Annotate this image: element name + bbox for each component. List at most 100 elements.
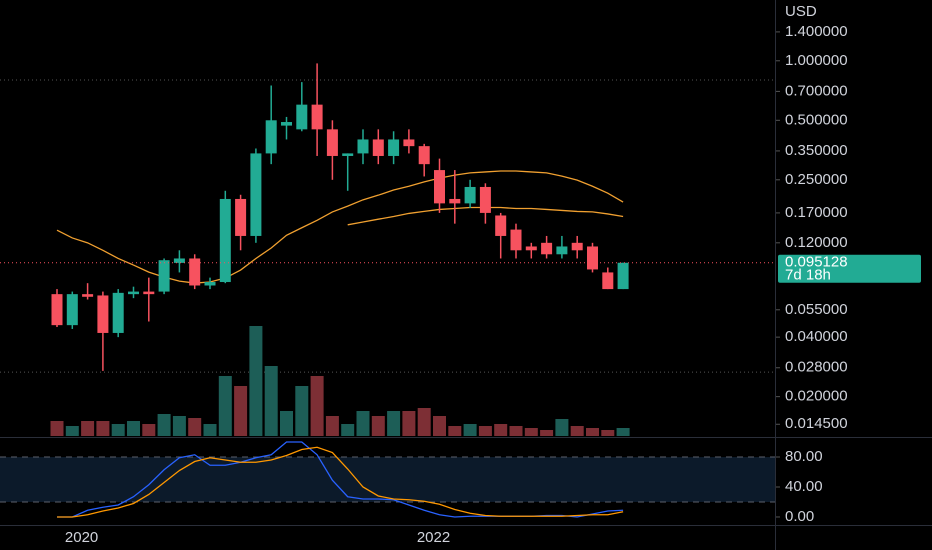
volume-bar (387, 411, 401, 436)
candle-body (479, 186, 491, 213)
candle-body (403, 139, 415, 147)
y-tick-label: 0.250000 (785, 171, 848, 188)
volume-bar (295, 386, 309, 436)
candle-body (281, 122, 292, 126)
volume-bar (127, 421, 140, 436)
candle-body (541, 242, 553, 255)
candle-body (342, 153, 354, 156)
last-price-label: 0.095128 (785, 254, 848, 271)
candle-body (326, 129, 338, 156)
volume-bar (81, 421, 95, 436)
volume-bar (540, 430, 554, 436)
y-tick-label: 0.055000 (785, 301, 848, 318)
moving-average (56, 170, 624, 284)
volume-bar (509, 426, 523, 436)
candle-body (602, 272, 614, 290)
volume-bar (478, 426, 492, 436)
y-tick-label: 0.170000 (785, 204, 848, 221)
volume-bar (111, 424, 125, 436)
candle-body (189, 258, 201, 286)
candle-body (66, 294, 78, 326)
volume-bar (356, 411, 370, 436)
y-tick-label: 1.000000 (785, 52, 848, 69)
y-tick-label: 0.120000 (785, 234, 848, 251)
volume-bar (524, 428, 538, 436)
y-tick-label: 0.500000 (785, 111, 848, 128)
candle-body (464, 186, 476, 204)
x-tick-label: 2022 (417, 529, 450, 546)
candle-body (510, 229, 522, 251)
candle-body (418, 146, 430, 165)
volume-bar (616, 428, 630, 436)
candle-body (434, 170, 445, 204)
volume-bar (601, 430, 615, 436)
candle-body (311, 104, 323, 130)
volume-bar (494, 424, 508, 436)
y-tick-label: 0.350000 (785, 142, 848, 159)
candle-body (525, 246, 537, 251)
candle-body (296, 104, 308, 130)
volume-bar (264, 366, 278, 436)
volume-bar (203, 424, 217, 436)
stochastic-line (57, 446, 624, 518)
candle-body (219, 198, 231, 283)
band-fill (0, 457, 775, 502)
candle-body (51, 294, 63, 326)
volume-bar (172, 416, 186, 436)
y-tick-label: 80.00 (785, 448, 823, 465)
y-tick-label: 0.00 (785, 508, 814, 525)
x-tick-label: 2020 (65, 529, 98, 546)
candle-body (556, 246, 568, 255)
candle-body (388, 139, 400, 156)
volume-bar (65, 426, 79, 436)
candle-body (617, 262, 629, 290)
last-price-box (778, 254, 921, 283)
candle-body (357, 139, 369, 154)
y-tick-label: 0.028000 (785, 359, 848, 376)
volume-bar (157, 414, 171, 436)
candle-body (265, 120, 277, 154)
candle-body (173, 258, 185, 263)
volume-bar (570, 426, 584, 436)
y-tick-label: 0.020000 (785, 388, 848, 405)
candle-body (112, 292, 124, 333)
volume-bar (586, 428, 599, 436)
y-tick-label: 40.00 (785, 478, 823, 495)
volume-bar (341, 424, 355, 436)
y-tick-label: 1.400000 (785, 23, 848, 40)
candle-body (372, 139, 384, 156)
candle-body (204, 282, 216, 286)
y-tick-label: 0.700000 (785, 82, 848, 99)
volume-bar (188, 418, 202, 436)
candle-body (82, 294, 94, 297)
volume-bar (402, 411, 416, 436)
volume-bar (433, 416, 446, 436)
volume-bar (555, 419, 569, 436)
volume-bar (463, 424, 477, 436)
volume-bar (280, 411, 293, 436)
volume-bar (96, 421, 110, 436)
volume-bar (142, 424, 156, 436)
candle-body (128, 291, 139, 295)
candle-body (449, 198, 461, 204)
candle-body (250, 153, 262, 236)
countdown-label: 7d 18h (785, 267, 831, 284)
candle-body (235, 198, 247, 236)
volume-bar (50, 421, 64, 436)
volume-bar (234, 386, 248, 436)
volume-bar (249, 326, 263, 436)
volume-bar (448, 426, 462, 436)
volume-bar (218, 376, 232, 436)
volume-bar (417, 408, 431, 436)
y-tick-label: 0.014500 (785, 415, 848, 432)
y-tick-label: 0.040000 (785, 328, 848, 345)
currency-label: USD (785, 3, 817, 20)
volume-bar (310, 376, 324, 436)
candle-body (143, 291, 155, 295)
candle-body (158, 260, 170, 292)
candle-body (571, 242, 583, 251)
volume-bar (371, 416, 385, 436)
candle-body (587, 246, 598, 270)
